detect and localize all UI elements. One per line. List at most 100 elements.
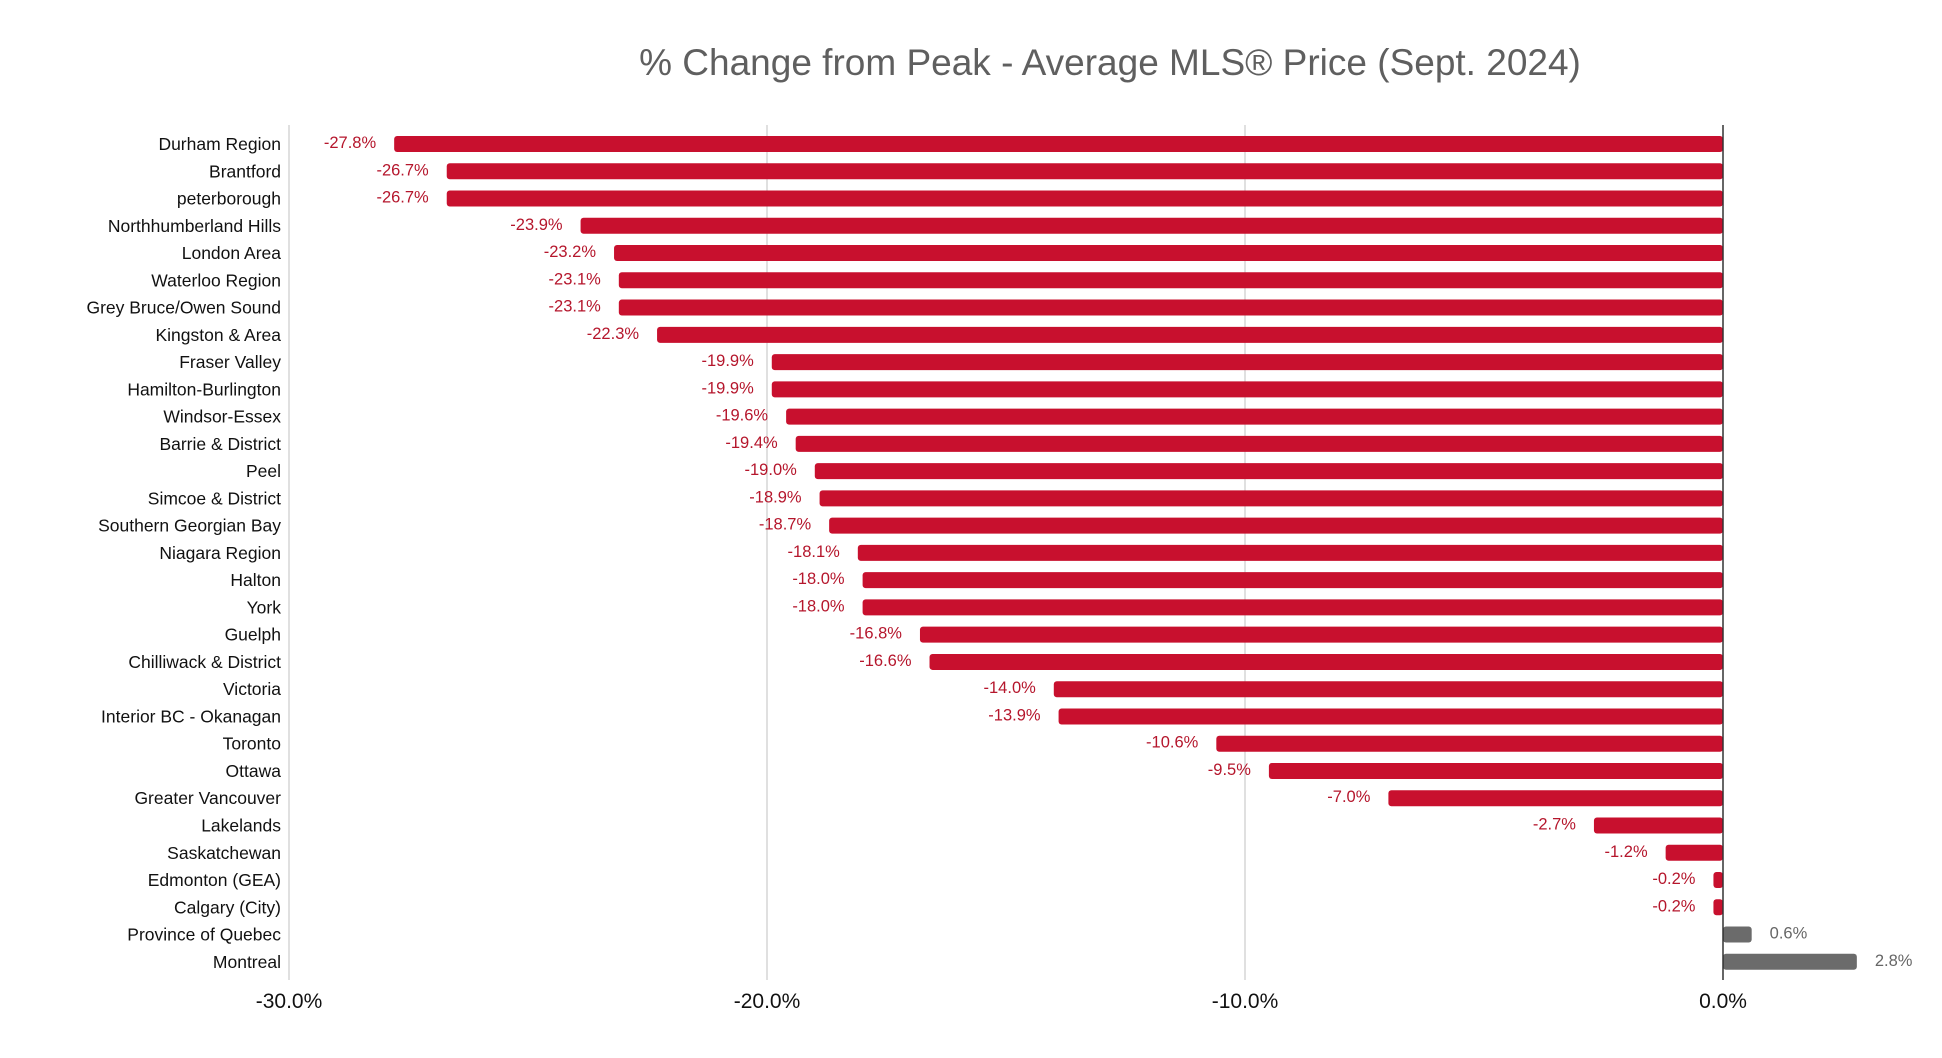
category-label: Southern Georgian Bay [98, 516, 281, 536]
bar [1723, 926, 1752, 943]
x-axis-ticks: -30.0% -20.0% -10.0% 0.0% [256, 990, 1747, 1013]
bar [1053, 681, 1723, 698]
bar [1268, 762, 1723, 779]
x-tick-label: 0.0% [1699, 990, 1747, 1013]
category-label: Halton [230, 570, 281, 590]
data-label: -19.9% [701, 379, 754, 397]
category-label: Interior BC - Okanagan [101, 706, 281, 726]
category-label: Ottawa [226, 761, 282, 781]
bar [771, 381, 1723, 398]
category-label: Province of Quebec [127, 925, 281, 945]
bar [771, 354, 1723, 371]
category-label: Niagara Region [159, 543, 281, 563]
data-label: 0.6% [1770, 925, 1808, 943]
category-label: Northhumberland Hills [108, 216, 281, 236]
data-label: -7.0% [1327, 788, 1370, 806]
data-label: 2.8% [1875, 952, 1913, 970]
category-label: Durham Region [158, 134, 281, 154]
category-label: Kingston & Area [156, 325, 282, 345]
data-label: -19.0% [745, 461, 798, 479]
bar [862, 572, 1723, 589]
category-label: Lakelands [201, 816, 281, 836]
data-label: -18.0% [792, 570, 845, 588]
bars [394, 136, 1857, 970]
bar [446, 163, 1723, 180]
category-label: Fraser Valley [179, 352, 281, 372]
category-label: Toronto [223, 734, 281, 754]
bar [394, 136, 1723, 152]
bar [919, 626, 1723, 643]
bar [1723, 953, 1857, 970]
bar [786, 408, 1723, 425]
bar [618, 272, 1723, 289]
category-label: Guelph [225, 625, 281, 645]
data-label: -18.0% [792, 597, 845, 615]
data-label: -14.0% [984, 679, 1037, 697]
category-labels: Durham Region Brantford peterborough Northh… [86, 134, 281, 972]
data-label: -9.5% [1208, 761, 1251, 779]
data-label: -2.7% [1533, 816, 1576, 834]
category-label: Saskatchewan [167, 843, 281, 863]
bar [829, 517, 1723, 534]
data-label: -19.6% [716, 407, 769, 425]
bar [1713, 872, 1723, 889]
category-label: Victoria [223, 679, 281, 699]
category-label: peterborough [177, 189, 281, 209]
bar [1593, 817, 1723, 834]
bar [657, 326, 1723, 343]
bar [929, 653, 1723, 670]
bar [1058, 708, 1723, 725]
data-label: -1.2% [1605, 843, 1648, 861]
chart-title: % Change from Peak - Average MLS® Price … [639, 42, 1581, 83]
category-label: Simcoe & District [148, 488, 281, 508]
category-label: Windsor-Essex [163, 407, 281, 427]
bar [1665, 844, 1723, 861]
data-label: -19.9% [701, 352, 754, 370]
data-label: -27.8% [324, 134, 377, 152]
bar [819, 490, 1723, 507]
category-label: Barrie & District [159, 434, 281, 454]
data-label: -16.6% [859, 652, 912, 670]
category-label: Montreal [213, 952, 281, 972]
bar [614, 245, 1723, 262]
data-label: -22.3% [587, 325, 640, 343]
data-label: -0.2% [1652, 870, 1695, 888]
category-label: Peel [246, 461, 281, 481]
category-label: York [247, 597, 282, 617]
data-label: -18.7% [759, 516, 812, 534]
bar [580, 217, 1723, 234]
data-label: -18.1% [788, 543, 841, 561]
data-label: -26.7% [376, 161, 429, 179]
category-label: Brantford [209, 161, 281, 181]
data-label: -19.4% [725, 434, 778, 452]
data-labels: -27.8% -26.7% -26.7% -23.9% -23.2% -23.1% -23.… [324, 134, 1913, 970]
bar [795, 435, 1723, 452]
data-label: -26.7% [376, 189, 429, 207]
data-label: -23.1% [549, 298, 602, 316]
data-label: -16.8% [850, 625, 903, 643]
bar [862, 599, 1723, 616]
bar [446, 190, 1723, 207]
category-label: Waterloo Region [151, 270, 281, 290]
data-label: -18.9% [749, 488, 802, 506]
bar [618, 299, 1723, 316]
data-label: -23.9% [510, 216, 563, 234]
bar [1216, 735, 1723, 752]
category-label: London Area [182, 243, 282, 263]
data-label: -23.1% [549, 270, 602, 288]
category-label: Edmonton (GEA) [148, 870, 281, 890]
x-tick-label: -10.0% [1212, 990, 1279, 1013]
data-label: -0.2% [1652, 897, 1695, 915]
bar [1713, 899, 1723, 916]
bar [1388, 790, 1723, 807]
data-label: -23.2% [544, 243, 597, 261]
category-label: Calgary (City) [174, 897, 281, 917]
category-label: Hamilton-Burlington [127, 379, 281, 399]
category-label: Grey Bruce/Owen Sound [86, 298, 281, 318]
data-label: -10.6% [1146, 734, 1199, 752]
category-label: Greater Vancouver [134, 788, 281, 808]
x-tick-label: -30.0% [256, 990, 323, 1013]
data-label: -13.9% [988, 706, 1041, 724]
bar [857, 544, 1723, 561]
